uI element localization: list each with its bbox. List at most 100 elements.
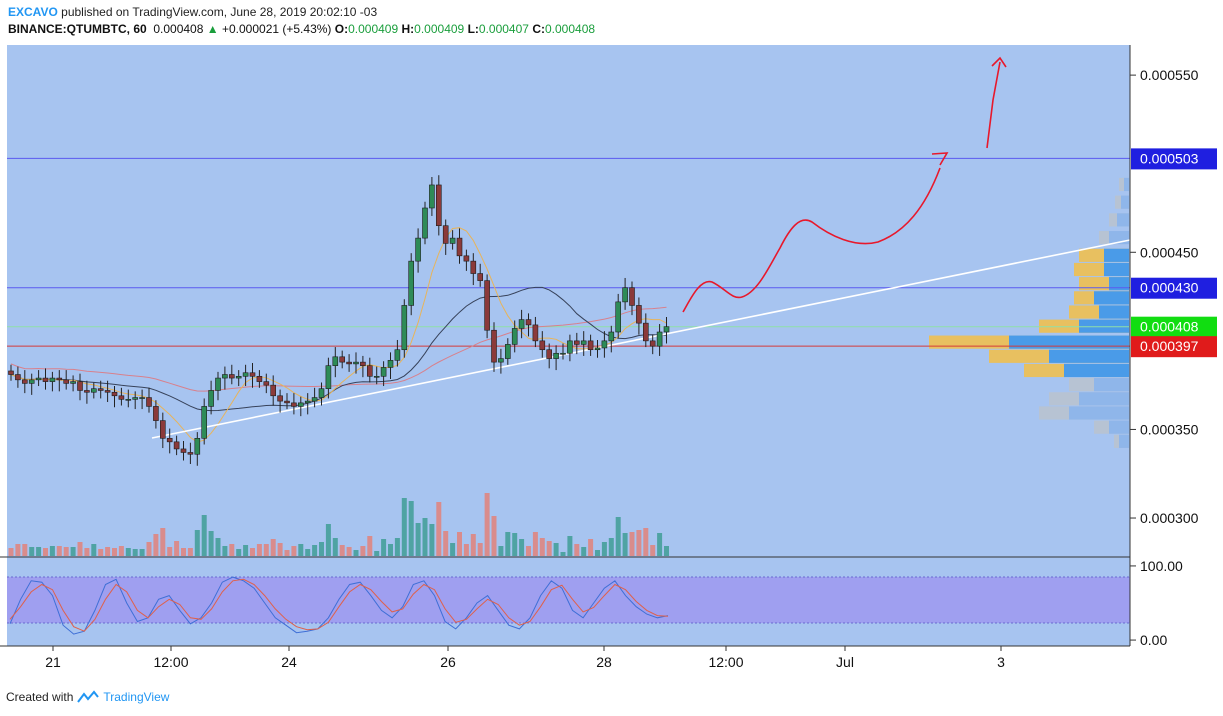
volume-bar — [519, 539, 525, 556]
candle-body — [187, 452, 194, 455]
candle-body — [215, 377, 221, 391]
time-tick-label: 26 — [440, 654, 456, 670]
price-label-text: 0.000408 — [1140, 319, 1199, 335]
time-axis[interactable]: 21 12:00 24 26 28 12:00 Jul 3 — [45, 646, 1005, 670]
volume-bar — [477, 543, 483, 556]
volume-bar — [401, 498, 407, 556]
candle-body — [304, 400, 311, 404]
candle-body — [408, 260, 415, 306]
volume-profile-bar — [1009, 335, 1129, 349]
candle-body — [373, 375, 380, 378]
volume-bar — [539, 538, 545, 556]
candle-body — [415, 237, 421, 262]
volume-bar — [160, 528, 166, 556]
candle-body — [553, 352, 559, 359]
price-label-box — [1131, 148, 1217, 170]
volume-bar — [167, 547, 173, 556]
forecast-line-up[interactable] — [986, 61, 1001, 149]
volume-profile-bar — [1064, 363, 1129, 378]
forecast-path[interactable] — [682, 167, 941, 313]
volume-profile-bar — [1119, 434, 1129, 448]
volume-bar — [256, 544, 262, 556]
volume-bar — [56, 546, 62, 556]
candle-body — [387, 360, 394, 368]
volume-bar — [325, 524, 331, 556]
volume-bar — [415, 523, 421, 556]
volume-bar — [243, 545, 249, 556]
price-tick-label: 0.000550 — [1140, 67, 1199, 83]
volume-bar — [36, 547, 42, 556]
candle-body — [477, 273, 484, 281]
volume-bar — [463, 544, 469, 556]
created-with-text: Created with — [6, 690, 74, 704]
author-name[interactable]: EXCAVO — [8, 5, 58, 19]
candle-body — [242, 372, 249, 377]
close-label: C: — [532, 22, 545, 36]
candle-body — [111, 391, 118, 397]
candle-body — [56, 377, 63, 381]
candle-body — [573, 340, 580, 345]
volume-bar — [657, 533, 663, 556]
volume-bar — [394, 538, 400, 556]
candle-body — [180, 448, 187, 453]
tradingview-logo-icon — [77, 690, 100, 703]
volume-bar — [595, 550, 600, 556]
volume-bar — [229, 544, 235, 556]
volume-bar — [8, 548, 14, 556]
candle-body — [63, 379, 70, 384]
volume-bar — [208, 531, 214, 556]
volume-profile-bar — [1104, 262, 1129, 277]
volume-bar — [305, 549, 311, 556]
volume-bar — [187, 548, 193, 556]
candle-body — [539, 340, 546, 351]
candle-body — [470, 260, 477, 274]
volume-bar — [250, 548, 255, 556]
volume-bar — [346, 547, 352, 556]
price-axis[interactable]: 0.000550 0.000450 0.000350 0.000300 100.00 0.… — [1130, 67, 1199, 648]
candle-body — [380, 367, 387, 377]
candle-body — [656, 331, 663, 347]
volume-bar — [22, 544, 28, 556]
candle-body — [587, 340, 594, 351]
time-tick-label: 12:00 — [153, 654, 188, 670]
price-tick-label: 0.000300 — [1140, 510, 1199, 526]
candle-body — [153, 406, 159, 421]
volume-profile-bar — [1104, 248, 1129, 262]
ohlc-legend: BINANCE:QTUMBTC, 60 0.000408 ▲ +0.000021… — [8, 22, 595, 36]
volume-profile-bar — [1109, 420, 1129, 434]
volume-bar — [505, 532, 511, 556]
moving-averages — [10, 227, 667, 443]
candle-body — [284, 400, 290, 404]
candle-body — [166, 438, 173, 443]
candle-body — [146, 397, 152, 407]
candle-body — [49, 377, 56, 382]
volume-bar — [284, 550, 290, 556]
time-tick-label: 21 — [45, 654, 61, 670]
tradingview-link[interactable]: TradingView — [103, 690, 170, 704]
candles — [8, 175, 670, 466]
candle-body — [277, 395, 283, 402]
volume-bar — [201, 515, 207, 556]
high-label: H: — [401, 22, 415, 36]
volume-bar — [298, 544, 304, 556]
candle-body — [442, 225, 449, 244]
candle-body — [532, 324, 539, 342]
volume-bar — [360, 546, 366, 556]
volume-bar — [567, 536, 573, 556]
candle-body — [366, 365, 373, 377]
volume-profile-bar — [1079, 392, 1129, 406]
volume-profile-bar — [1099, 305, 1129, 319]
candle-body — [449, 237, 456, 244]
candle-body — [346, 361, 352, 365]
price-label-box — [1131, 336, 1217, 358]
candle-body — [615, 301, 622, 333]
volume-profile-bar — [1094, 291, 1129, 305]
volume-bar — [450, 543, 456, 556]
volume-bar — [319, 542, 324, 556]
volume-bar — [29, 547, 35, 556]
candle-body — [263, 381, 270, 386]
candle-body — [297, 402, 304, 407]
volume-bar — [49, 546, 55, 556]
volume-bar — [601, 542, 607, 556]
